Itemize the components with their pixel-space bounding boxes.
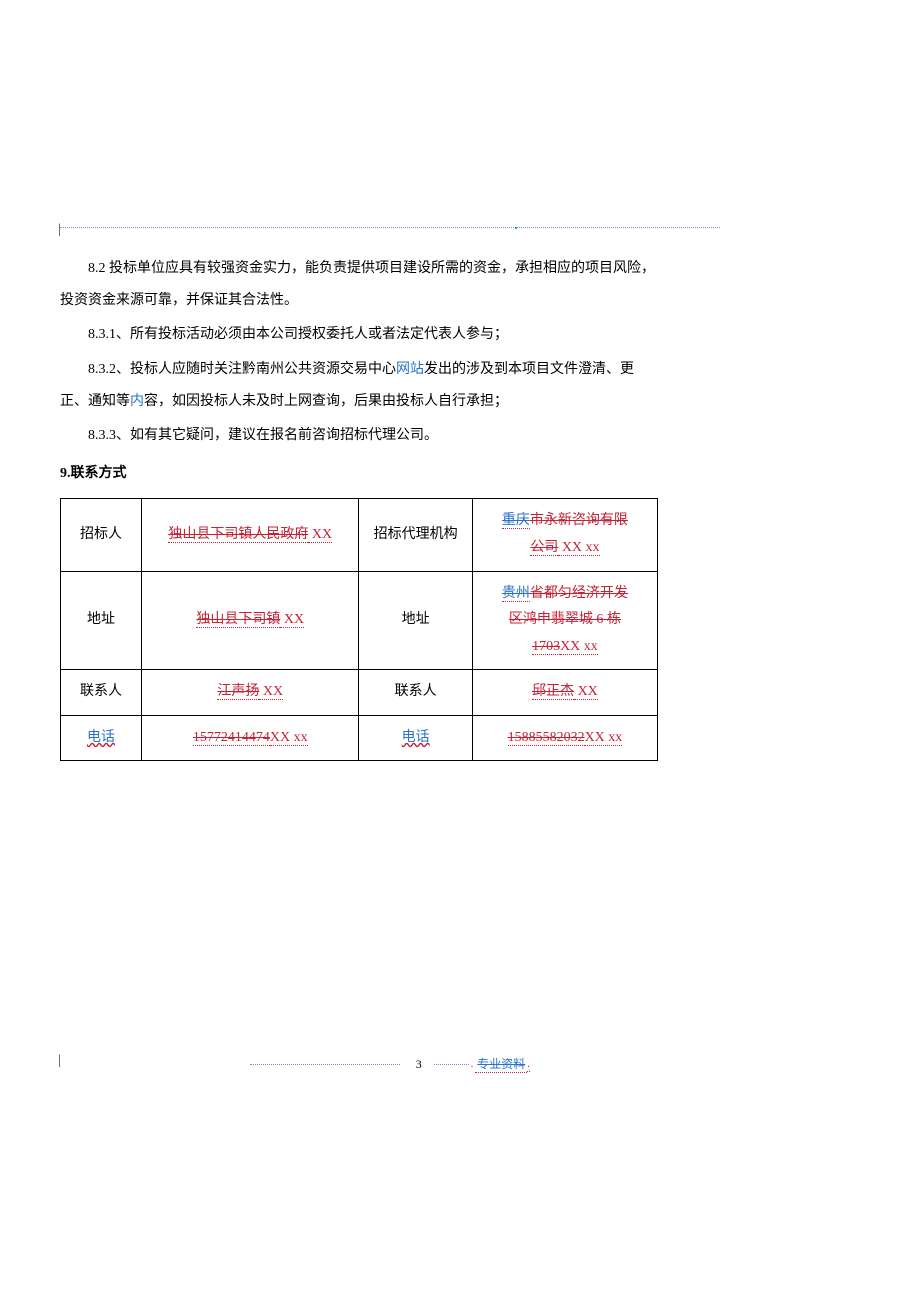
cell-label: 招标人 bbox=[61, 499, 142, 571]
cell-value: 独山县下司镇 XX bbox=[141, 571, 359, 670]
cell-label: 联系人 bbox=[359, 670, 472, 716]
cell-value: 江声扬 XX bbox=[141, 670, 359, 716]
website-link[interactable]: 网站 bbox=[396, 362, 424, 377]
strike-text: 15772414474 bbox=[193, 730, 270, 746]
page-number: 3 bbox=[410, 1057, 428, 1072]
cell-label: 电话 bbox=[359, 715, 472, 761]
para-8-3-1: 8.3.1、所有投标活动必须由本公司授权委托人或者法定代表人参与； bbox=[60, 319, 658, 351]
phone-label: 电话 bbox=[402, 730, 430, 745]
cell-label: 地址 bbox=[359, 571, 472, 670]
cell-label: 电话 bbox=[61, 715, 142, 761]
suffix-text: XX bbox=[280, 612, 304, 628]
strike-text: 1703 bbox=[532, 639, 560, 655]
cell-value: 15772414474XX xx bbox=[141, 715, 359, 761]
section-9-heading: 9.联系方式 bbox=[60, 458, 658, 490]
cell-value: 重庆市永新咨询有限 公司 XX xx bbox=[472, 499, 657, 571]
suffix-text: XX bbox=[574, 684, 598, 700]
para-8-2: 8.2 投标单位应具有较强资金实力，能负责提供项目建设所需的资金，承担相应的项目… bbox=[60, 253, 658, 317]
suffix-text: XX xx bbox=[558, 540, 599, 556]
para-8-3-3: 8.3.3、如有其它疑问，建议在报名前咨询招标代理公司。 bbox=[60, 420, 658, 452]
strike-text: 15885582032 bbox=[508, 730, 585, 746]
table-row: 招标人 独山县下司镇人民政府 XX 招标代理机构 重庆市永新咨询有限 公司 XX… bbox=[61, 499, 658, 571]
strike-text: 江声扬 bbox=[217, 684, 259, 700]
strike-text: 市永新咨询有限 bbox=[530, 513, 628, 528]
phone-label: 电话 bbox=[87, 730, 115, 745]
top-dotted-rule bbox=[60, 227, 720, 228]
table-row: 地址 独山县下司镇 XX 地址 贵州省都匀经济开发 区鸿申翡翠城 6 栋 170… bbox=[61, 571, 658, 670]
cursor-mark-top: | bbox=[58, 222, 61, 238]
suffix-text: XX xx bbox=[585, 730, 623, 746]
para-8-3-2: 8.3.2、投标人应随时关注黔南州公共资源交易中心网站发出的涉及到本项目文件澄清… bbox=[60, 354, 658, 418]
footer-rule-left bbox=[250, 1064, 400, 1065]
cell-value: 邱正杰 XX bbox=[472, 670, 657, 716]
body-content: 8.2 投标单位应具有较强资金实力，能负责提供项目建设所需的资金，承担相应的项目… bbox=[60, 253, 658, 761]
cell-value: 独山县下司镇人民政府 XX bbox=[141, 499, 359, 571]
cell-value: 15885582032XX xx bbox=[472, 715, 657, 761]
suffix-text: XX bbox=[308, 527, 332, 543]
strike-text: 区鸿申翡翠城 6 栋 bbox=[509, 612, 621, 627]
footer-line: 3 . 专业资料. bbox=[60, 1055, 720, 1073]
footer-suffix: . bbox=[527, 1056, 530, 1072]
footer-mark: . bbox=[471, 1059, 474, 1070]
cell-label: 地址 bbox=[61, 571, 142, 670]
suffix-text: XX xx bbox=[270, 730, 308, 746]
text: 8.3.2、投标人应随时关注黔南州公共资源交易中心 bbox=[88, 362, 396, 377]
document-page: | 8.2 投标单位应具有较强资金实力，能负责提供项目建设所需的资金，承担相应的… bbox=[0, 0, 718, 836]
strike-text: 公司 bbox=[530, 540, 558, 556]
footer-rule-right bbox=[434, 1064, 469, 1065]
cell-value: 贵州省都匀经济开发 区鸿申翡翠城 6 栋 1703XX xx bbox=[472, 571, 657, 670]
suffix-text: XX xx bbox=[560, 639, 598, 655]
suffix-text: XX bbox=[259, 684, 283, 700]
cell-label: 招标代理机构 bbox=[359, 499, 472, 571]
text: 容，如因投标人未及时上网查询，后果由投标人自行承担； bbox=[144, 394, 508, 409]
cell-label: 联系人 bbox=[61, 670, 142, 716]
table-row: 电话 15772414474XX xx 电话 15885582032XX xx bbox=[61, 715, 658, 761]
strike-text: 省都匀经济开发 bbox=[530, 586, 628, 601]
contact-table: 招标人 独山县下司镇人民政府 XX 招标代理机构 重庆市永新咨询有限 公司 XX… bbox=[60, 498, 658, 761]
page-footer: 3 . 专业资料. bbox=[60, 1055, 720, 1073]
table-row: 联系人 江声扬 XX 联系人 邱正杰 XX bbox=[61, 670, 658, 716]
strike-text: 独山县下司镇人民政府 bbox=[168, 527, 308, 543]
inner-link: 内 bbox=[130, 394, 144, 409]
strike-text: 贵州 bbox=[502, 586, 530, 602]
strike-text: 独山县下司镇 bbox=[196, 612, 280, 628]
strike-text: 邱正杰 bbox=[532, 684, 574, 700]
strike-text: 重庆 bbox=[502, 513, 530, 529]
footer-label: 专业资料 bbox=[475, 1055, 527, 1073]
